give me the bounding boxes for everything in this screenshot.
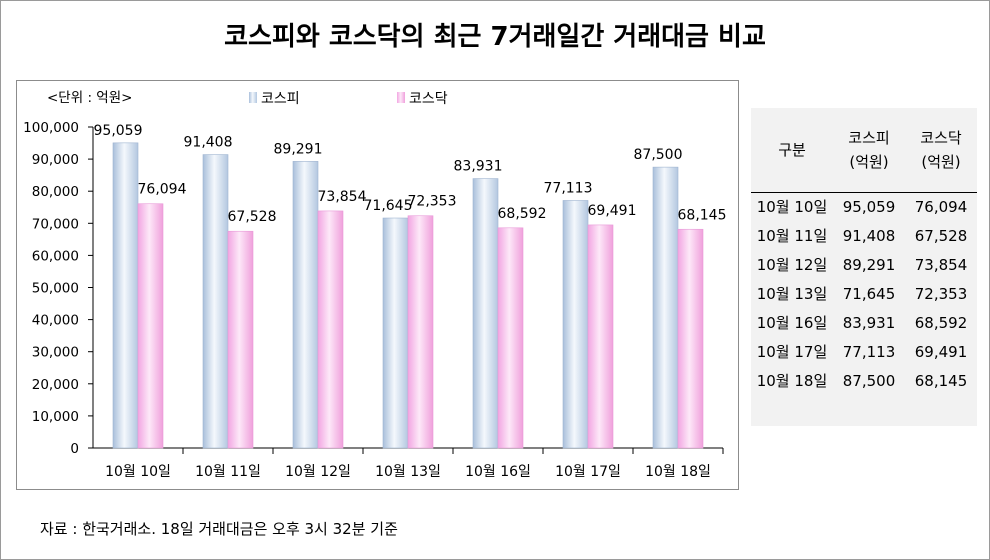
row-date: 10월 12일 (756, 256, 828, 274)
data-label-kospi: 87,500 (634, 147, 683, 163)
chart-panel: <단위 : 억원> 코스피 코스닥 0 10,000 20,000 30,000 40,0… (16, 80, 739, 490)
y-tick-label: 90,000 (32, 152, 79, 168)
data-label-kosdaq: 67,528 (228, 209, 277, 225)
row-kospi: 95,059 (842, 197, 896, 216)
row-kosdaq: 76,094 (914, 197, 968, 216)
table-row: 10월 17일 77,113 69,491 (751, 337, 977, 366)
header-kospi-unit: (억원) (849, 152, 889, 171)
table-row: 10월 10일 95,059 76,094 (751, 192, 977, 221)
bar-kosdaq (497, 227, 524, 449)
bar-kospi (202, 154, 229, 449)
row-date: 10월 17일 (756, 343, 828, 361)
bar-kospi (472, 178, 499, 449)
table-row: 10월 16일 83,931 68,592 (751, 308, 977, 337)
header-kosdaq: 코스닥 (억원) (905, 108, 977, 193)
table-row: 10월 13일 71,645 72,353 (751, 279, 977, 308)
x-tick-label: 10월 13일 (375, 464, 441, 480)
table-body: 10월 10일 95,059 76,094 10월 11일 91,408 67,528 10… (751, 192, 977, 395)
y-tick-label: 30,000 (32, 345, 79, 361)
row-kosdaq: 68,592 (914, 313, 968, 332)
table-row: 10월 18일 87,500 68,145 (751, 366, 977, 395)
row-kospi: 83,931 (842, 313, 896, 332)
bar-kospi (652, 166, 679, 449)
bar-kosdaq (137, 203, 164, 449)
header-kospi-name: 코스피 (848, 128, 890, 147)
bar-kosdaq (677, 228, 704, 449)
summary-table-panel: 구분 코스피 (억원) 코스닥 (억원) 10월 10일 95,059 76,094… (751, 108, 977, 426)
bar-kosdaq (317, 210, 344, 449)
bar-chart: <단위 : 억원> 코스피 코스닥 0 10,000 20,000 30,000 40,0… (23, 90, 727, 480)
y-tick-label: 0 (70, 441, 79, 457)
bar-kospi (562, 200, 589, 449)
legend-swatch-kospi (249, 92, 257, 103)
row-kospi: 71,645 (842, 284, 896, 303)
table-row: 10월 12일 89,291 73,854 (751, 250, 977, 279)
data-label-kospi: 71,645 (364, 198, 413, 214)
data-label-kosdaq: 76,094 (138, 182, 187, 198)
bar-kospi (112, 142, 139, 449)
legend-label-kospi: 코스피 (261, 91, 300, 107)
row-kosdaq: 68,145 (914, 371, 968, 390)
x-tick-label: 10월 16일 (465, 464, 531, 480)
header-kosdaq-name: 코스닥 (920, 128, 962, 147)
bar-kosdaq (587, 224, 614, 449)
row-date: 10월 16일 (756, 314, 828, 332)
table-header-row: 구분 코스피 (억원) 코스닥 (억원) (751, 108, 977, 193)
row-date: 10월 18일 (756, 372, 828, 390)
summary-table: 구분 코스피 (억원) 코스닥 (억원) 10월 10일 95,059 76,094… (751, 108, 977, 395)
y-tick-label: 40,000 (32, 313, 79, 329)
legend-swatch-kosdaq (397, 92, 405, 103)
data-label-kosdaq: 69,491 (588, 203, 637, 219)
y-tick-label: 60,000 (32, 248, 79, 264)
chart-title: 코스피와 코스닥의 최근 7거래일간 거래대금 비교 (224, 22, 766, 52)
y-tick-label: 50,000 (32, 281, 79, 297)
data-label-kosdaq: 68,145 (678, 207, 727, 223)
data-label-kospi: 77,113 (544, 180, 593, 196)
row-kosdaq: 69,491 (914, 342, 968, 361)
row-kospi: 77,113 (842, 342, 896, 361)
bar-kospi (292, 161, 319, 449)
axes: 0 10,000 20,000 30,000 40,000 50,000 60,000 70,… (23, 120, 724, 480)
data-label-kosdaq: 68,592 (498, 206, 547, 222)
legend: 코스피 코스닥 (249, 91, 448, 107)
data-label-kospi: 95,059 (94, 123, 143, 139)
table-row: 10월 11일 91,408 67,528 (751, 221, 977, 250)
x-tick-label: 10월 17일 (555, 464, 621, 480)
y-tick-label: 100,000 (23, 120, 79, 136)
header-label: 구분 (751, 108, 833, 193)
data-label-kosdaq: 73,854 (318, 189, 367, 205)
bars (112, 142, 704, 449)
row-kospi: 87,500 (842, 371, 896, 390)
y-tick-label: 20,000 (32, 377, 79, 393)
x-tick-label: 10월 11일 (195, 464, 261, 480)
data-label-kosdaq: 72,353 (408, 194, 457, 210)
row-date: 10월 13일 (756, 285, 828, 303)
y-tick-label: 80,000 (32, 184, 79, 200)
header-kosdaq-unit: (억원) (921, 152, 961, 171)
x-tick-label: 10월 18일 (645, 464, 711, 480)
y-tick-label: 10,000 (32, 409, 79, 425)
x-tick-label: 10월 12일 (285, 464, 351, 480)
bar-kosdaq (407, 215, 434, 449)
source-footnote: 자료 : 한국거래소. 18일 거래대금은 오후 3시 32분 기준 (40, 520, 398, 538)
row-kospi: 91,408 (842, 226, 896, 245)
bar-kospi (382, 217, 409, 449)
row-date: 10월 10일 (756, 198, 828, 217)
data-labels: 95,059 91,408 89,291 71,645 83,931 77,113 87,5… (94, 123, 727, 225)
header-kospi: 코스피 (억원) (833, 108, 905, 193)
data-label-kospi: 91,408 (184, 135, 233, 151)
legend-label-kosdaq: 코스닥 (409, 91, 448, 107)
row-kosdaq: 72,353 (914, 284, 968, 303)
row-date: 10월 11일 (756, 227, 828, 245)
data-label-kospi: 89,291 (274, 141, 323, 157)
y-tick-label: 70,000 (32, 216, 79, 232)
row-kospi: 89,291 (842, 255, 896, 274)
row-kosdaq: 73,854 (914, 255, 968, 274)
data-label-kospi: 83,931 (454, 159, 503, 175)
unit-label: <단위 : 억원> (47, 90, 132, 106)
x-tick-label: 10월 10일 (105, 464, 171, 480)
row-kosdaq: 67,528 (914, 226, 968, 245)
bar-kosdaq (227, 230, 254, 449)
